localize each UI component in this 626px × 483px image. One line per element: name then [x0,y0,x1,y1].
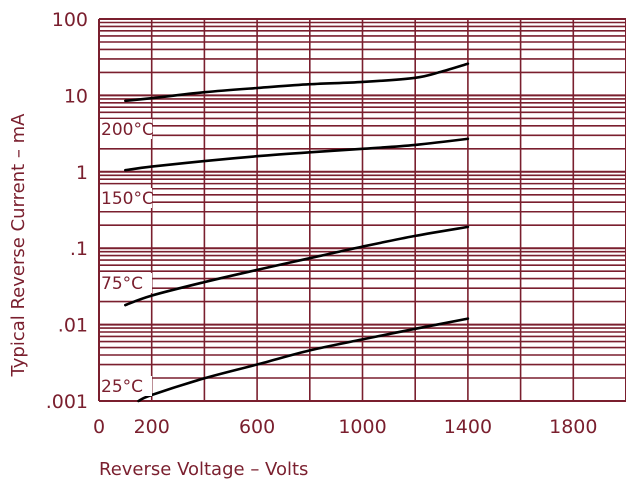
y-tick-label: .01 [58,315,88,337]
series-labels: 200°C 150°C 75°C 25°C [100,119,154,397]
series-label-background [100,188,152,208]
x-tick-label: 1000 [338,416,386,438]
y-tick-label: 1 [76,162,88,184]
series-line-2 [124,225,470,307]
x-tick-label: 600 [239,416,275,438]
grid-lines [98,18,626,402]
series-label-0: 200°C [101,120,154,140]
x-tick-label: 200 [134,416,170,438]
series-label-3: 25°C [101,377,143,397]
series-label-background [100,376,152,396]
y-tick-label: 100 [52,9,88,31]
series-label-2: 75°C [101,274,143,294]
y-tick-label: .001 [46,391,88,413]
series-line-1 [124,137,470,172]
series-label-background [100,273,152,293]
y-tick-label: 10 [64,85,88,107]
y-axis-title: Typical Reverse Current – mA [8,113,29,378]
x-tick-label: 0 [93,416,105,438]
series-line-3 [137,317,470,403]
x-tick-label: 1400 [444,416,492,438]
x-tick-label: 1800 [549,416,597,438]
series-label-1: 150°C [101,189,154,209]
y-tick-label: .1 [70,238,88,260]
series-label-background [100,119,152,139]
series-line-0 [124,62,470,103]
data-series [124,62,470,403]
x-axis-title: Reverse Voltage – Volts [99,459,308,480]
